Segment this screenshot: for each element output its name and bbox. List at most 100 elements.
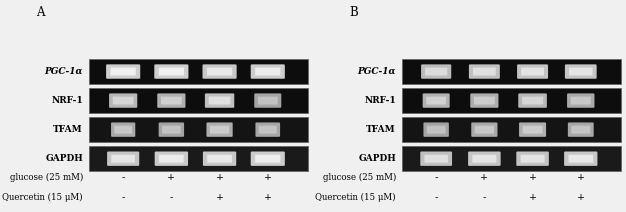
Text: -: - <box>434 173 438 182</box>
FancyBboxPatch shape <box>106 64 140 79</box>
FancyBboxPatch shape <box>468 152 501 166</box>
Text: GAPDH: GAPDH <box>45 154 83 163</box>
Text: PGC-1α: PGC-1α <box>357 67 396 76</box>
FancyBboxPatch shape <box>208 97 230 105</box>
FancyBboxPatch shape <box>519 123 546 137</box>
Text: glucose (25 mM): glucose (25 mM) <box>322 173 396 182</box>
Text: +: + <box>215 173 223 182</box>
FancyBboxPatch shape <box>255 155 280 163</box>
Text: +: + <box>264 193 272 202</box>
Text: -: - <box>434 193 438 202</box>
Bar <box>89 59 308 84</box>
FancyBboxPatch shape <box>113 97 133 105</box>
FancyBboxPatch shape <box>568 123 593 137</box>
Text: -: - <box>170 193 173 202</box>
Text: +: + <box>528 173 536 182</box>
FancyBboxPatch shape <box>159 68 184 75</box>
FancyBboxPatch shape <box>111 68 136 75</box>
Bar <box>89 146 308 171</box>
FancyBboxPatch shape <box>568 155 593 163</box>
FancyBboxPatch shape <box>255 68 280 75</box>
Text: -: - <box>121 193 125 202</box>
FancyBboxPatch shape <box>250 152 285 166</box>
FancyBboxPatch shape <box>207 68 232 75</box>
FancyBboxPatch shape <box>423 93 449 108</box>
Text: +: + <box>264 173 272 182</box>
FancyBboxPatch shape <box>424 155 448 163</box>
FancyBboxPatch shape <box>202 64 237 79</box>
FancyBboxPatch shape <box>162 126 181 134</box>
Text: +: + <box>528 193 536 202</box>
FancyBboxPatch shape <box>109 93 137 108</box>
Text: -: - <box>483 193 486 202</box>
Bar <box>402 88 621 113</box>
FancyBboxPatch shape <box>567 93 595 108</box>
FancyBboxPatch shape <box>521 155 545 163</box>
FancyBboxPatch shape <box>474 97 495 105</box>
FancyBboxPatch shape <box>255 123 280 137</box>
FancyBboxPatch shape <box>522 97 543 105</box>
Text: +: + <box>167 173 175 182</box>
FancyBboxPatch shape <box>111 155 135 163</box>
FancyBboxPatch shape <box>210 126 229 134</box>
FancyBboxPatch shape <box>572 126 590 134</box>
Text: PGC-1α: PGC-1α <box>44 67 83 76</box>
FancyBboxPatch shape <box>157 93 185 108</box>
FancyBboxPatch shape <box>420 152 452 166</box>
FancyBboxPatch shape <box>158 123 184 137</box>
FancyBboxPatch shape <box>426 97 446 105</box>
FancyBboxPatch shape <box>207 123 233 137</box>
FancyBboxPatch shape <box>254 93 281 108</box>
Bar <box>89 117 308 142</box>
FancyBboxPatch shape <box>521 68 544 75</box>
Text: B: B <box>349 6 358 19</box>
FancyBboxPatch shape <box>523 126 543 134</box>
FancyBboxPatch shape <box>207 155 232 163</box>
Text: +: + <box>215 193 223 202</box>
Text: +: + <box>480 173 488 182</box>
FancyBboxPatch shape <box>203 152 236 166</box>
FancyBboxPatch shape <box>115 126 132 134</box>
FancyBboxPatch shape <box>517 64 548 79</box>
FancyBboxPatch shape <box>154 64 188 79</box>
FancyBboxPatch shape <box>159 155 183 163</box>
FancyBboxPatch shape <box>111 123 135 137</box>
FancyBboxPatch shape <box>425 68 448 75</box>
FancyBboxPatch shape <box>205 93 234 108</box>
Text: +: + <box>577 173 585 182</box>
Bar <box>402 59 621 84</box>
FancyBboxPatch shape <box>473 155 496 163</box>
FancyBboxPatch shape <box>155 152 188 166</box>
Text: NRF-1: NRF-1 <box>364 96 396 105</box>
Text: glucose (25 mM): glucose (25 mM) <box>9 173 83 182</box>
FancyBboxPatch shape <box>475 126 494 134</box>
FancyBboxPatch shape <box>564 152 597 166</box>
FancyBboxPatch shape <box>259 126 277 134</box>
FancyBboxPatch shape <box>258 97 278 105</box>
Text: Quercetin (15 μM): Quercetin (15 μM) <box>316 193 396 202</box>
FancyBboxPatch shape <box>423 123 449 137</box>
FancyBboxPatch shape <box>469 64 500 79</box>
Text: TFAM: TFAM <box>366 125 396 134</box>
Text: TFAM: TFAM <box>53 125 83 134</box>
FancyBboxPatch shape <box>569 68 593 75</box>
Text: Quercetin (15 μM): Quercetin (15 μM) <box>3 193 83 202</box>
FancyBboxPatch shape <box>250 64 285 79</box>
Text: A: A <box>36 6 45 19</box>
FancyBboxPatch shape <box>471 123 498 137</box>
FancyBboxPatch shape <box>565 64 597 79</box>
Text: GAPDH: GAPDH <box>358 154 396 163</box>
FancyBboxPatch shape <box>516 152 549 166</box>
Bar <box>402 117 621 142</box>
FancyBboxPatch shape <box>518 93 547 108</box>
FancyBboxPatch shape <box>421 64 451 79</box>
FancyBboxPatch shape <box>427 126 446 134</box>
Text: +: + <box>577 193 585 202</box>
FancyBboxPatch shape <box>107 152 139 166</box>
FancyBboxPatch shape <box>473 68 496 75</box>
FancyBboxPatch shape <box>571 97 591 105</box>
Text: -: - <box>121 173 125 182</box>
FancyBboxPatch shape <box>161 97 182 105</box>
Bar <box>402 146 621 171</box>
Text: NRF-1: NRF-1 <box>51 96 83 105</box>
